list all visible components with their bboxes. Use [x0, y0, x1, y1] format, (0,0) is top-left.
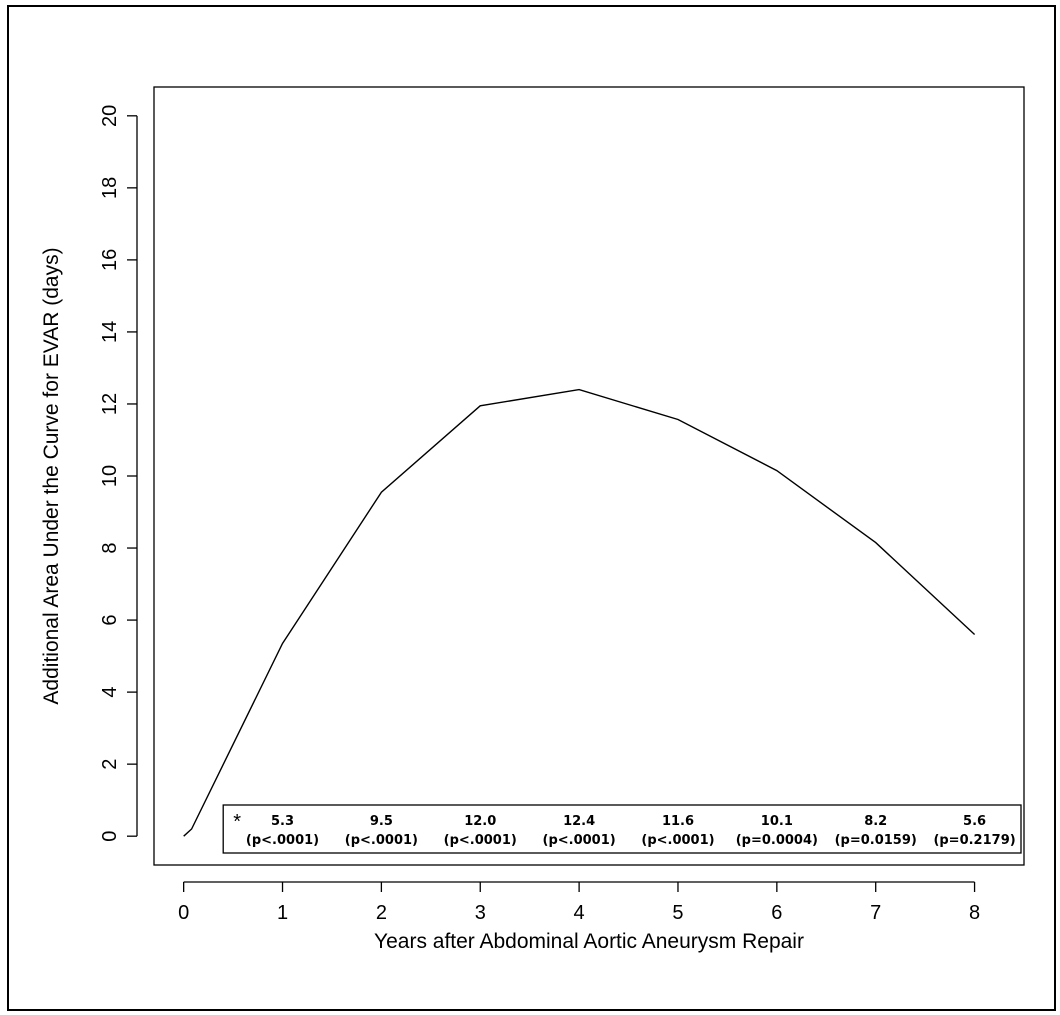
annotation-p-value: (p=0.0004): [736, 833, 818, 848]
plot-area-frame: [153, 86, 1025, 866]
x-axis-label: Years after Abdominal Aortic Aneurysm Re…: [374, 930, 804, 953]
x-tick-label: 2: [376, 902, 387, 924]
annotation-marker: *: [233, 811, 241, 833]
annotation-value: 8.2: [864, 814, 887, 829]
annotation-p-value: (p<.0001): [246, 833, 319, 848]
y-tick-label: 2: [99, 759, 121, 770]
annotation-value: 9.5: [370, 814, 393, 829]
y-tick-label: 4: [99, 687, 121, 698]
x-tick-label: 6: [771, 902, 782, 924]
annotation-p-value: (p<.0001): [345, 833, 418, 848]
y-tick-label: 14: [99, 321, 121, 343]
y-tick-label: 6: [99, 615, 121, 626]
annotation-p-value: (p<.0001): [444, 833, 517, 848]
annotation-box: * 5.3 (p<.0001) 9.5 (p<.0001) 12.0 (p<.0001) 12…: [222, 804, 1022, 854]
annotation-p-value: (p=0.2179): [933, 833, 1015, 848]
x-tick-label: 8: [969, 902, 980, 924]
x-axis: 0 1 2 3 4 5 6 7 8: [178, 881, 980, 924]
y-axis-label: Additional Area Under the Curve for EVAR…: [40, 247, 63, 704]
y-tick-label: 0: [99, 831, 121, 842]
annotation-value: 12.0: [464, 814, 496, 829]
annotation-value: 5.6: [963, 814, 986, 829]
annotation-value: 12.4: [563, 814, 595, 829]
x-tick-label: 5: [672, 902, 683, 924]
x-tick-label: 3: [475, 902, 486, 924]
x-tick-label: 0: [178, 902, 189, 924]
y-tick-label: 8: [99, 542, 121, 553]
annotation-box-border: [222, 804, 1022, 854]
y-axis: 0 2 4 6 8 10 12 14 16 18 20: [99, 105, 138, 842]
annotation-p-value: (p<.0001): [641, 833, 714, 848]
figure-frame: [7, 5, 1056, 1011]
annotation-p-value: (p<.0001): [543, 833, 616, 848]
annotation-p-value: (p=0.0159): [835, 833, 917, 848]
y-tick-label: 10: [99, 465, 121, 487]
series-line: [183, 388, 976, 837]
x-tick-label: 1: [277, 902, 288, 924]
y-tick-label: 20: [99, 105, 121, 127]
x-tick-label: 7: [870, 902, 881, 924]
y-tick-label: 16: [99, 249, 121, 271]
x-tick-label: 4: [574, 902, 585, 924]
y-tick-label: 18: [99, 177, 121, 199]
y-tick-label: 12: [99, 393, 121, 415]
series-layer: [183, 388, 976, 837]
annotation-value: 5.3: [271, 814, 294, 829]
annotation-value: 10.1: [761, 814, 793, 829]
annotation-value: 11.6: [662, 814, 694, 829]
